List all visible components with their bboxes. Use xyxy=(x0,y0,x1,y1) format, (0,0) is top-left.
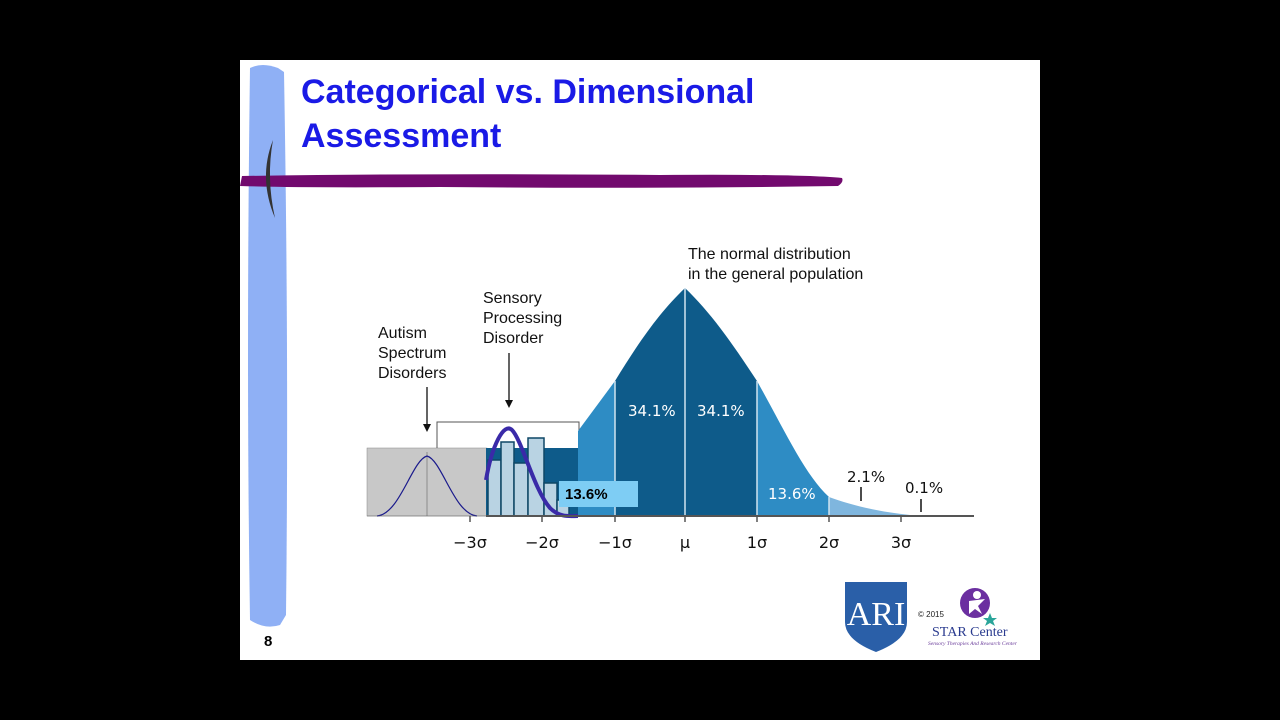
star-icon xyxy=(983,613,997,626)
asd-label-line3: Disorders xyxy=(378,365,446,382)
star-center-name: STAR Center xyxy=(932,625,1008,640)
pct-left-center: 34.1% xyxy=(628,402,676,420)
copyright-text: © 2015 xyxy=(918,610,944,619)
pct-right-tail: 2.1% xyxy=(847,468,885,486)
tick-1-sigma: 1σ xyxy=(747,533,767,552)
asd-label-line2: Spectrum xyxy=(378,345,446,362)
asd-label-line1: Autism xyxy=(378,325,427,342)
ari-logo: ARI xyxy=(845,582,907,652)
tick-mu: μ xyxy=(680,533,690,552)
spd-label-line3: Disorder xyxy=(483,330,544,347)
spd-arrow-head xyxy=(505,400,513,408)
asd-arrow-head xyxy=(423,424,431,432)
slide-title-line2: Assessment xyxy=(301,117,502,155)
star-center-subtitle: Sensory Therapies And Research Center xyxy=(928,641,1018,647)
ari-logo-text: ARI xyxy=(847,596,906,633)
slide-number: 8 xyxy=(264,633,273,650)
spd-label-line1: Sensory xyxy=(483,290,542,307)
tick-3-sigma: 3σ xyxy=(891,533,911,552)
slide-decoration xyxy=(240,65,843,627)
tick-minus-1-sigma: −1σ xyxy=(598,533,632,552)
normal-label-line1: The normal distribution xyxy=(688,246,851,263)
normal-label-line2: in the general population xyxy=(688,266,863,283)
slide-title: Categorical vs. Dimensional Assessment xyxy=(301,70,921,158)
left-vertical-bar xyxy=(248,65,288,627)
title-underline-bar xyxy=(240,174,843,188)
logo-area: ARI © 2015 STAR Center Sensory Therapies… xyxy=(845,582,1018,652)
callout-box-13-6 xyxy=(559,481,638,507)
slide-title-line1: Categorical vs. Dimensional xyxy=(301,73,755,111)
asd-normal-curve xyxy=(376,455,478,517)
tick-minus-3-sigma: −3σ xyxy=(453,533,487,552)
region-tail-right xyxy=(829,497,910,516)
pct-right-mid: 13.6% xyxy=(768,485,816,503)
star-center-logo: STAR Center Sensory Therapies And Resear… xyxy=(928,588,1018,647)
pct-right-center: 34.1% xyxy=(697,402,745,420)
x-axis-tick-marks xyxy=(469,516,902,522)
region-center xyxy=(615,288,757,516)
tick-2-sigma: 2σ xyxy=(819,533,839,552)
pct-far-right-tail: 0.1% xyxy=(905,479,943,497)
callout-13-6-text: 13.6% xyxy=(565,486,608,503)
slide: Categorical vs. Dimensional Assessment xyxy=(240,60,1040,660)
tick-minus-2-sigma: −2σ xyxy=(525,533,559,552)
distribution-diagram: 34.1% 34.1% 13.6% 2.1% 0.1% 13.6% −3σ −2… xyxy=(366,246,974,552)
spd-label-line2: Processing xyxy=(483,310,562,327)
bar-crescent-mark xyxy=(265,140,275,218)
region-mid-right xyxy=(757,381,829,516)
